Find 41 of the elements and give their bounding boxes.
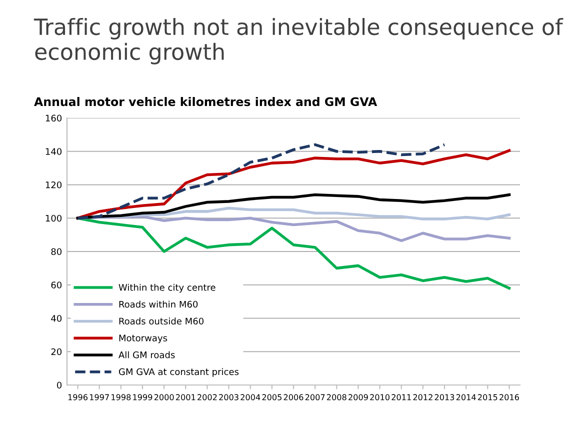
y-tick-label: 80 <box>51 248 62 256</box>
x-tick-label: 2011 <box>392 394 411 400</box>
y-tick-label: 120 <box>46 181 62 188</box>
x-tick-label: 1999 <box>133 394 152 400</box>
x-tick-label: 2007 <box>305 394 325 400</box>
x-tick-label: 2000 <box>154 394 174 400</box>
line-series <box>76 143 446 220</box>
legend-label: Within the city centre <box>118 284 216 293</box>
y-tick-label: 160 <box>46 114 62 122</box>
y-tick-label: 40 <box>51 314 62 322</box>
x-tick-label: 1998 <box>112 394 131 400</box>
x-tick-label: 2010 <box>370 394 390 400</box>
x-tick-label: 2014 <box>456 394 476 400</box>
y-tick-label: 20 <box>51 348 62 356</box>
x-tick-label: 2004 <box>240 394 260 400</box>
x-tick-label: 2015 <box>478 394 498 400</box>
legend-label: Roads outside M60 <box>119 318 204 325</box>
legend-label: Roads within M60 <box>119 300 198 308</box>
x-tick-label: 2008 <box>326 394 346 400</box>
legend-label: GM GVA at constant prices <box>118 368 239 377</box>
x-tick-label: 1996 <box>68 394 88 400</box>
x-tick-label: 1997 <box>90 394 109 400</box>
x-tick-label: 2002 <box>198 394 217 400</box>
legend-label: All GM roads <box>118 351 175 358</box>
y-tick-label: 60 <box>51 282 62 288</box>
chart-subtitle: Annual motor vehicle kilometres index and GM GVA <box>34 97 378 106</box>
y-tick-label: 100 <box>46 214 62 222</box>
x-tick-label: 2012 <box>413 394 432 400</box>
legend-label: Motorways <box>119 334 168 344</box>
x-tick-label: 2016 <box>500 394 519 400</box>
chart-title: Traffic growth not an inevitable consequence of economic growth <box>34 18 564 64</box>
x-tick-label: 2006 <box>284 394 304 400</box>
line-series <box>76 193 511 220</box>
line-series <box>76 149 511 220</box>
y-tick-label: 140 <box>46 148 62 155</box>
x-tick-label: 2003 <box>219 394 238 400</box>
y-tick-label: 0 <box>56 382 62 389</box>
x-tick-label: 2013 <box>434 394 454 400</box>
x-tick-label: 2009 <box>348 394 368 400</box>
x-tick-label: 2001 <box>176 394 196 400</box>
x-tick-label: 2005 <box>262 394 282 400</box>
